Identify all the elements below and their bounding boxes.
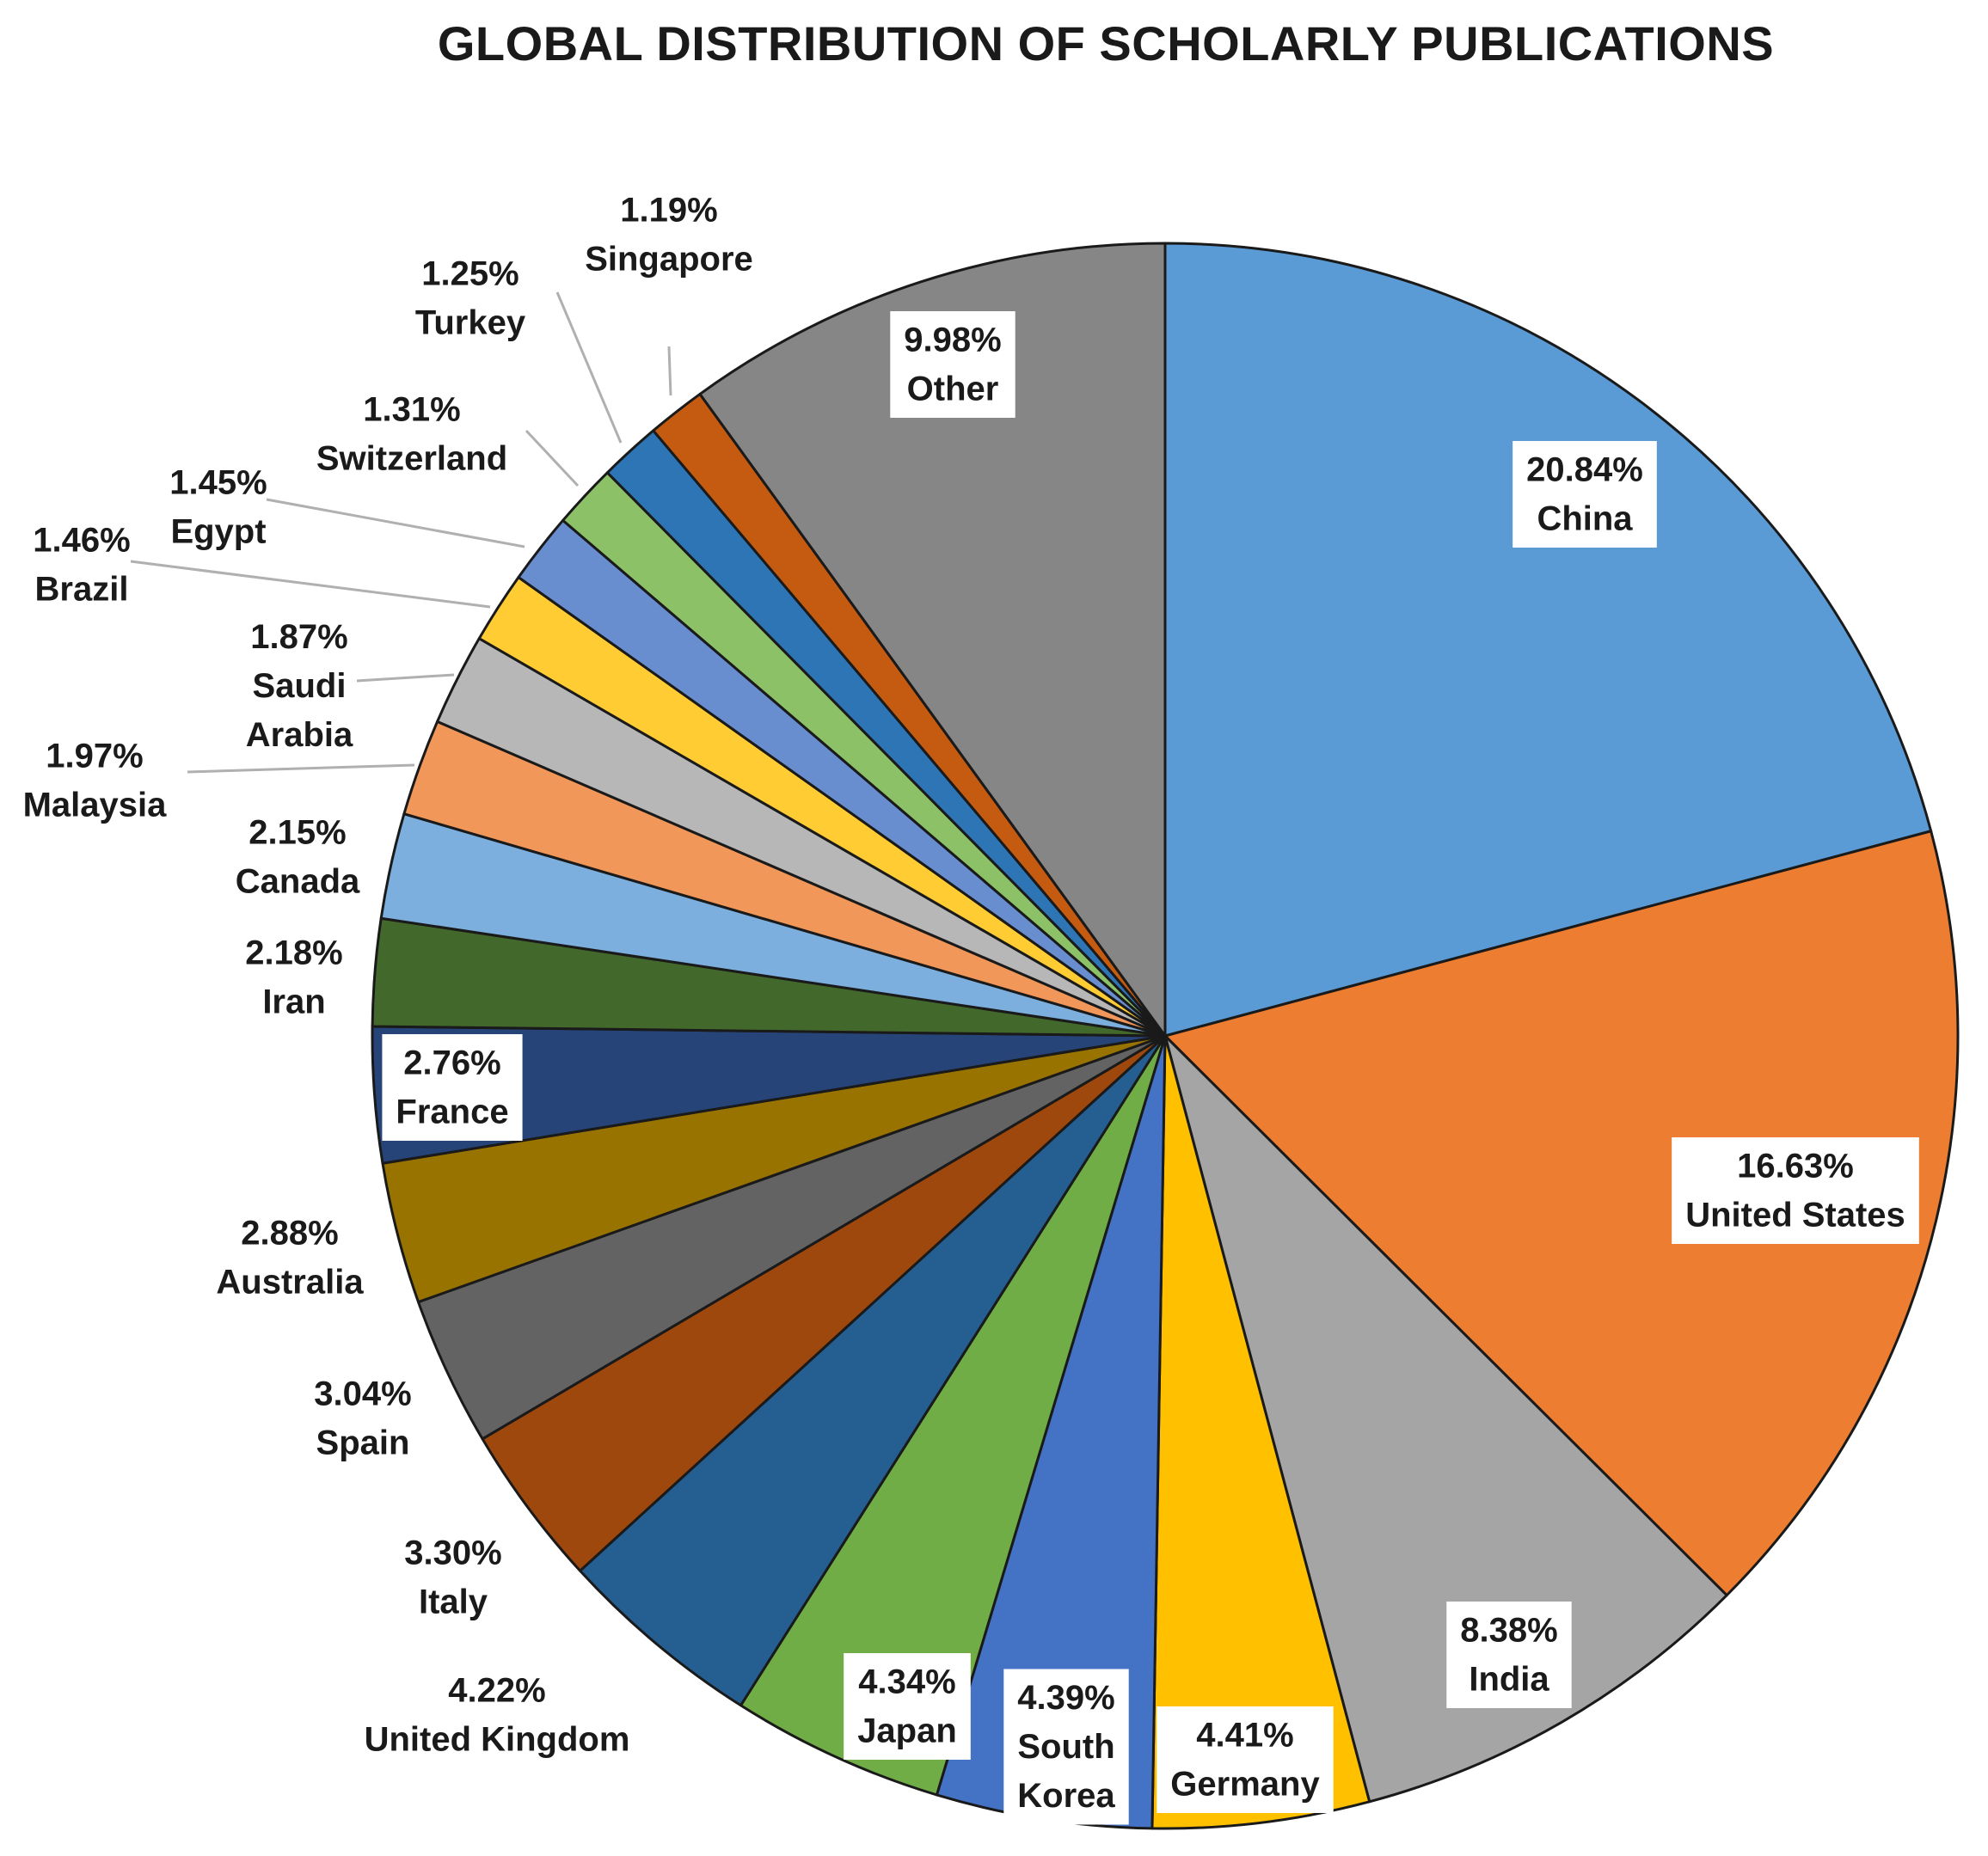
- slice-category-label: Canada: [236, 863, 360, 901]
- data-label-spain: 3.04% Spain: [314, 1375, 411, 1462]
- slice-percent-label: 1.97%: [46, 738, 143, 775]
- data-label-saudi-arabia: 1.87% Saudi Arabia: [246, 618, 353, 754]
- slice-category-label: Japan: [857, 1712, 957, 1750]
- slice-percent-label: 1.19%: [620, 192, 717, 230]
- slice-percent-label: 16.63%: [1737, 1148, 1854, 1185]
- slice-category-label: South: [1017, 1728, 1114, 1766]
- slice-category-label: Malaysia: [23, 787, 168, 824]
- slice-category-label: Egypt: [170, 513, 266, 551]
- slice-percent-label: 1.25%: [421, 255, 518, 293]
- slice-category-label: Korea: [1017, 1777, 1115, 1815]
- leader-line: [187, 763, 415, 774]
- slice-category-label: Arabia: [246, 716, 353, 754]
- slice-category-label: Italy: [419, 1583, 488, 1621]
- slice-percent-label: 1.45%: [169, 464, 267, 502]
- slice-category-label: France: [396, 1093, 508, 1131]
- data-label-china: 20.84% China: [1512, 441, 1657, 548]
- slice-category-label: Australia: [216, 1264, 364, 1302]
- slice-percent-label: 3.04%: [314, 1375, 411, 1413]
- label-box: [1157, 1706, 1334, 1813]
- data-label-malaysia: 1.97% Malaysia: [23, 738, 168, 824]
- data-label-united-kingdom: 4.22% United Kingdom: [365, 1672, 630, 1759]
- slice-percent-label: 2.88%: [241, 1215, 338, 1253]
- slice-category-label: Turkey: [415, 304, 526, 342]
- label-box: [1512, 441, 1657, 548]
- pie-slice-other: [698, 242, 1167, 1038]
- label-box: [1672, 1137, 1919, 1244]
- slice-category-label: United Kingdom: [365, 1721, 630, 1759]
- label-box: [844, 1653, 971, 1760]
- data-label-australia: 2.88% Australia: [216, 1215, 364, 1302]
- slice-category-label: Brazil: [35, 571, 129, 609]
- slice-category-label: Spain: [316, 1424, 410, 1462]
- slice-percent-label: 3.30%: [404, 1534, 501, 1572]
- slice-percent-label: 4.41%: [1196, 1717, 1293, 1755]
- slice-percent-label: 2.18%: [245, 934, 342, 972]
- slice-percent-label: 2.76%: [403, 1044, 500, 1082]
- leader-line: [130, 560, 491, 609]
- leader-line: [525, 429, 580, 487]
- slice-category-label: Saudi: [253, 667, 347, 705]
- pie-slice-germany: [1150, 1034, 1371, 1830]
- slice-category-label: Switzerland: [316, 440, 507, 478]
- pie-slice-china: [1163, 242, 1933, 1038]
- label-box: [382, 1034, 523, 1141]
- pie-slice-united-states: [1163, 830, 1960, 1597]
- slice-percent-label: 4.39%: [1017, 1679, 1114, 1717]
- slice-percent-label: 4.34%: [858, 1663, 955, 1701]
- data-label-south-korea: 4.39% South Korea: [1003, 1669, 1129, 1825]
- pie-slice-india: [1163, 1034, 1728, 1804]
- slice-percent-label: 8.38%: [1460, 1612, 1557, 1650]
- slice-category-label: Iran: [262, 983, 325, 1021]
- label-box: [1446, 1602, 1572, 1708]
- slice-category-label: United States: [1685, 1197, 1905, 1234]
- slice-percent-label: 20.84%: [1526, 451, 1643, 489]
- data-label-japan: 4.34% Japan: [844, 1653, 971, 1760]
- slice-category-label: Singapore: [585, 241, 753, 279]
- slice-category-label: China: [1537, 500, 1633, 538]
- data-label-singapore: 1.19% Singapore: [585, 192, 753, 279]
- slice-category-label: Other: [907, 371, 999, 408]
- data-label-egypt: 1.45% Egypt: [169, 464, 267, 551]
- label-box: [1003, 1669, 1129, 1825]
- slice-percent-label: 2.15%: [248, 814, 346, 852]
- data-label-brazil: 1.46% Brazil: [33, 522, 130, 609]
- slice-percent-label: 9.98%: [904, 322, 1001, 359]
- slice-category-label: India: [1469, 1661, 1549, 1699]
- slice-percent-label: 1.31%: [363, 391, 460, 429]
- leader-line: [356, 673, 455, 683]
- label-box: [890, 311, 1015, 418]
- pie-slice-japan: [739, 1034, 1167, 1797]
- chart-title: GLOBAL DISTRIBUTION OF SCHOLARLY PUBLICA…: [437, 16, 1775, 70]
- pie-slice-united-kingdom: [579, 1034, 1167, 1707]
- data-label-india: 8.38% India: [1446, 1602, 1572, 1708]
- data-label-turkey: 1.25% Turkey: [415, 255, 526, 342]
- data-label-other: 9.98% Other: [890, 311, 1015, 418]
- slice-percent-label: 1.46%: [33, 522, 130, 560]
- data-label-united-states: 16.63% United States: [1672, 1137, 1919, 1244]
- data-label-iran: 2.18% Iran: [245, 934, 342, 1021]
- slice-percent-label: 4.22%: [448, 1672, 545, 1710]
- data-label-france: 2.76% France: [382, 1034, 523, 1141]
- data-label-canada: 2.15% Canada: [236, 814, 360, 901]
- slice-percent-label: 1.87%: [250, 618, 347, 656]
- leader-line: [667, 346, 672, 396]
- leader-line: [555, 291, 623, 444]
- data-label-italy: 3.30% Italy: [404, 1534, 501, 1621]
- leader-line: [266, 498, 525, 548]
- data-label-switzerland: 1.31% Switzerland: [316, 391, 507, 478]
- slice-category-label: Germany: [1170, 1766, 1320, 1804]
- data-label-germany: 4.41% Germany: [1157, 1706, 1334, 1813]
